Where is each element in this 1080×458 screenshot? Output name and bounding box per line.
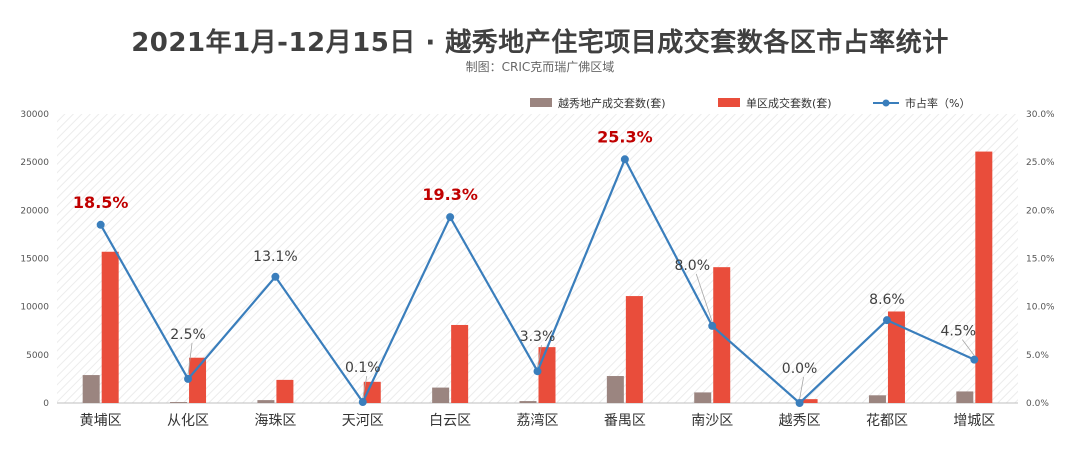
x-category-label: 天河区	[342, 413, 384, 429]
yuexiu-bar	[694, 392, 712, 403]
market-share-point	[970, 355, 979, 364]
market-share-data-label: 2.5%	[170, 327, 206, 343]
yuexiu-bar	[868, 395, 886, 403]
legend-item-share-swatch-dot	[882, 99, 890, 107]
market-share-point	[882, 316, 891, 325]
y-left-tick-label: 10000	[20, 303, 49, 313]
district-bar	[800, 399, 818, 403]
chart-title: 2021年1月-12月15日 · 越秀地产住宅项目成交套数各区市占率统计	[131, 28, 949, 58]
plot-area	[57, 114, 1018, 403]
x-category-label: 番禺区	[604, 413, 646, 429]
district-bar	[189, 357, 207, 403]
market-share-data-label: 19.3%	[422, 185, 478, 204]
market-share-data-label: 18.5%	[73, 193, 129, 212]
yuexiu-bar	[257, 400, 275, 403]
data-label-leader	[799, 376, 804, 400]
y-left-tick-label: 15000	[20, 255, 49, 265]
legend-item-share-label: 市占率（%）	[905, 96, 970, 110]
legend-item-yuexiu-label: 越秀地产成交套数(套)	[558, 96, 666, 110]
yuexiu-bar	[82, 375, 100, 403]
data-label-leader	[187, 342, 193, 375]
district-bar	[538, 347, 556, 403]
district-bar	[101, 251, 119, 403]
yuexiu-bar	[519, 401, 537, 403]
y-left-tick-label: 5000	[26, 351, 49, 361]
y-right-tick-label: 20.0%	[1026, 206, 1055, 216]
market-share-data-label: 13.1%	[253, 249, 297, 265]
legend-item-yuexiu-swatch	[530, 98, 552, 107]
market-share-point	[271, 272, 280, 281]
y-left-tick-label: 20000	[20, 206, 49, 216]
y-left-tick-label: 25000	[20, 158, 49, 168]
y-left-tick-label: 30000	[20, 110, 49, 120]
market-share-point	[533, 367, 542, 376]
y-right-tick-label: 15.0%	[1026, 255, 1055, 265]
market-share-data-label: 4.5%	[941, 324, 977, 340]
market-share-data-label: 8.0%	[674, 258, 710, 274]
y-right-tick-label: 10.0%	[1026, 303, 1055, 313]
x-category-label: 花都区	[866, 413, 908, 429]
y-left-tick-label: 0	[43, 399, 49, 409]
market-share-point	[358, 398, 367, 407]
y-right-tick-label: 0.0%	[1026, 399, 1049, 409]
y-right-tick-label: 30.0%	[1026, 110, 1055, 120]
legend-item-district-swatch	[718, 98, 740, 107]
x-category-label: 白云区	[429, 413, 471, 429]
x-category-label: 南沙区	[691, 413, 733, 429]
market-share-data-label: 25.3%	[597, 127, 653, 146]
market-share-point	[96, 220, 105, 229]
market-share-point	[620, 155, 629, 164]
data-label-leader	[961, 339, 975, 356]
market-share-data-label: 3.3%	[520, 329, 556, 345]
market-share-point	[446, 213, 455, 222]
yuexiu-bar	[170, 402, 188, 403]
district-bar	[276, 379, 294, 403]
market-share-data-label: 8.6%	[869, 292, 905, 308]
market-share-point	[795, 399, 804, 407]
district-bar	[625, 296, 643, 403]
y-right-tick-label: 5.0%	[1026, 351, 1049, 361]
x-category-label: 海珠区	[254, 413, 296, 429]
data-label-leader	[537, 345, 542, 368]
data-label-leader	[695, 273, 713, 323]
x-category-label: 黄埔区	[80, 412, 122, 429]
district-bar	[975, 151, 993, 403]
yuexiu-bar	[606, 376, 624, 403]
legend-item-district-label: 单区成交套数(套)	[746, 96, 832, 110]
district-bar	[887, 311, 905, 403]
x-category-label: 从化区	[167, 413, 209, 429]
district-bar	[451, 324, 469, 403]
district-bar	[363, 381, 381, 403]
x-category-label: 荔湾区	[517, 412, 559, 429]
market-share-point	[184, 374, 193, 383]
market-share-point	[708, 321, 717, 330]
x-category-label: 增城区	[953, 413, 995, 429]
yuexiu-bar	[956, 391, 974, 403]
market-share-data-label: 0.0%	[782, 361, 818, 377]
chart-subtitle: 制图：CRIC克而瑞广佛区域	[465, 60, 615, 74]
x-category-label: 越秀区	[779, 413, 821, 429]
legend: 越秀地产成交套数(套) 单区成交套数(套) 市占率（%）	[530, 96, 970, 110]
yuexiu-bar	[432, 387, 450, 403]
data-label-leader	[362, 375, 368, 399]
market-share-data-label: 0.1%	[345, 360, 381, 376]
y-right-tick-label: 25.0%	[1026, 158, 1055, 168]
